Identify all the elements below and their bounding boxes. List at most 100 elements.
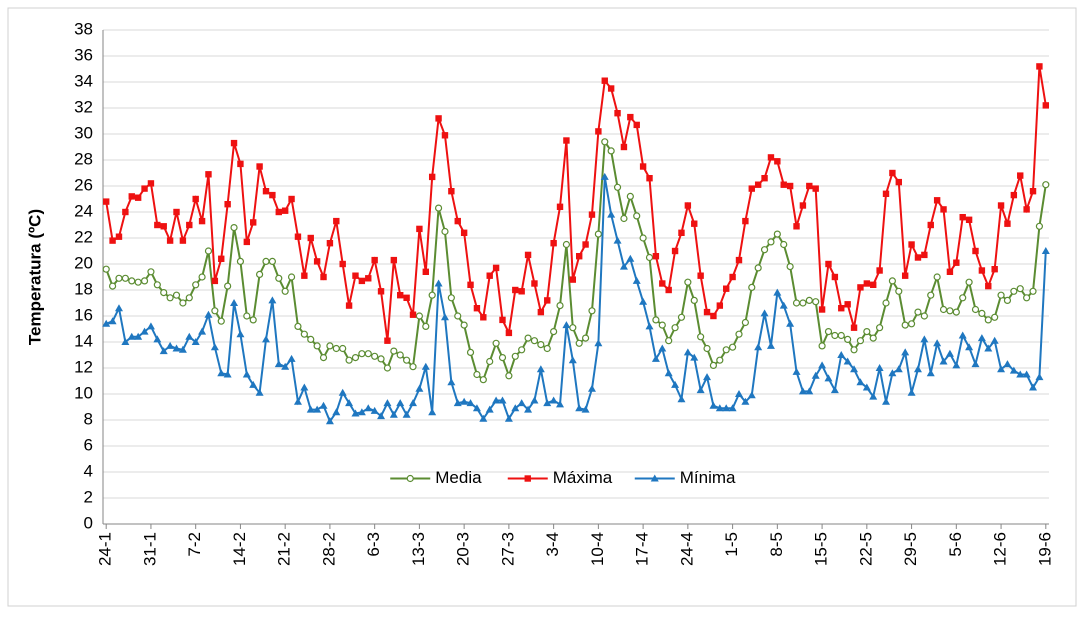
data-point	[307, 234, 314, 242]
data-point	[166, 341, 175, 349]
data-point	[441, 132, 449, 139]
data-point	[365, 275, 372, 282]
data-point	[575, 253, 583, 260]
x-tick-label: 19-6	[1035, 532, 1054, 566]
data-point	[857, 284, 864, 291]
data-point	[799, 299, 807, 307]
data-point	[997, 365, 1006, 373]
data-point	[499, 316, 506, 324]
data-point	[530, 337, 539, 345]
data-point	[818, 361, 827, 369]
data-point	[626, 254, 635, 262]
data-point	[658, 344, 667, 352]
data-point	[882, 299, 890, 307]
x-tick-label: 28-2	[319, 532, 338, 566]
series-line	[105, 176, 1047, 424]
data-point	[357, 408, 366, 416]
data-point	[639, 163, 647, 170]
data-point	[927, 221, 934, 229]
y-tick-label: 8	[84, 409, 93, 428]
data-point	[434, 279, 443, 287]
data-point	[236, 257, 245, 265]
data-point	[722, 346, 730, 354]
data-point	[563, 137, 570, 144]
data-point	[198, 217, 206, 225]
data-point	[562, 240, 571, 249]
data-point	[761, 175, 768, 182]
data-point	[575, 404, 584, 412]
x-tick-label: 27-3	[498, 532, 517, 566]
data-point	[505, 329, 513, 337]
data-point	[397, 292, 404, 299]
data-point	[402, 410, 411, 418]
data-point	[562, 321, 571, 329]
data-point	[179, 299, 187, 307]
data-point	[722, 404, 731, 412]
data-point	[991, 313, 999, 321]
data-point	[709, 361, 718, 369]
data-point	[396, 351, 404, 359]
data-point	[844, 335, 852, 343]
data-point	[403, 356, 411, 364]
data-point	[377, 412, 386, 420]
data-point	[901, 321, 909, 329]
data-point	[639, 234, 647, 242]
data-point	[1016, 285, 1024, 293]
data-point	[869, 334, 877, 342]
data-point	[492, 264, 500, 272]
data-point	[1010, 191, 1018, 199]
data-point	[607, 210, 616, 218]
data-point	[416, 225, 423, 233]
data-point	[230, 224, 238, 232]
data-point	[217, 369, 226, 377]
data-point	[780, 240, 788, 249]
data-point	[665, 337, 673, 345]
data-point	[933, 197, 941, 204]
data-point	[690, 353, 699, 361]
data-point	[658, 321, 666, 329]
data-point	[524, 251, 532, 259]
data-point	[811, 371, 820, 379]
data-point	[831, 273, 839, 281]
data-point	[946, 307, 954, 315]
data-point	[435, 115, 442, 122]
data-point	[779, 301, 788, 309]
y-tick-label: 32	[74, 97, 93, 116]
data-point	[952, 308, 960, 316]
data-point	[351, 354, 360, 362]
data-point	[550, 328, 558, 336]
data-point	[422, 268, 429, 275]
data-point	[313, 258, 321, 265]
data-point	[185, 332, 194, 340]
data-point	[128, 277, 136, 285]
data-point	[345, 302, 353, 309]
data-point	[147, 268, 155, 276]
y-tick-label: 2	[84, 487, 93, 506]
y-tick-label: 36	[74, 45, 93, 64]
data-point	[1035, 222, 1044, 230]
data-point	[505, 372, 513, 380]
data-point	[236, 330, 245, 338]
data-point	[767, 154, 775, 161]
data-point	[256, 163, 263, 170]
data-point	[914, 254, 922, 261]
data-point	[659, 280, 666, 287]
data-point	[619, 262, 628, 270]
data-point	[684, 278, 692, 286]
data-point	[977, 334, 986, 342]
data-point	[824, 374, 833, 382]
data-point	[140, 327, 149, 335]
data-point	[850, 324, 858, 331]
x-tick-label: 31-1	[140, 532, 159, 566]
legend-label: Mínima	[680, 468, 736, 487]
data-point	[313, 342, 321, 350]
data-point	[1042, 102, 1050, 109]
data-point	[837, 331, 845, 340]
data-point	[760, 309, 769, 317]
data-point	[211, 307, 219, 315]
data-point	[888, 369, 897, 377]
data-point	[178, 345, 187, 353]
data-point	[997, 202, 1005, 209]
data-point	[364, 404, 373, 412]
data-point	[479, 376, 487, 384]
